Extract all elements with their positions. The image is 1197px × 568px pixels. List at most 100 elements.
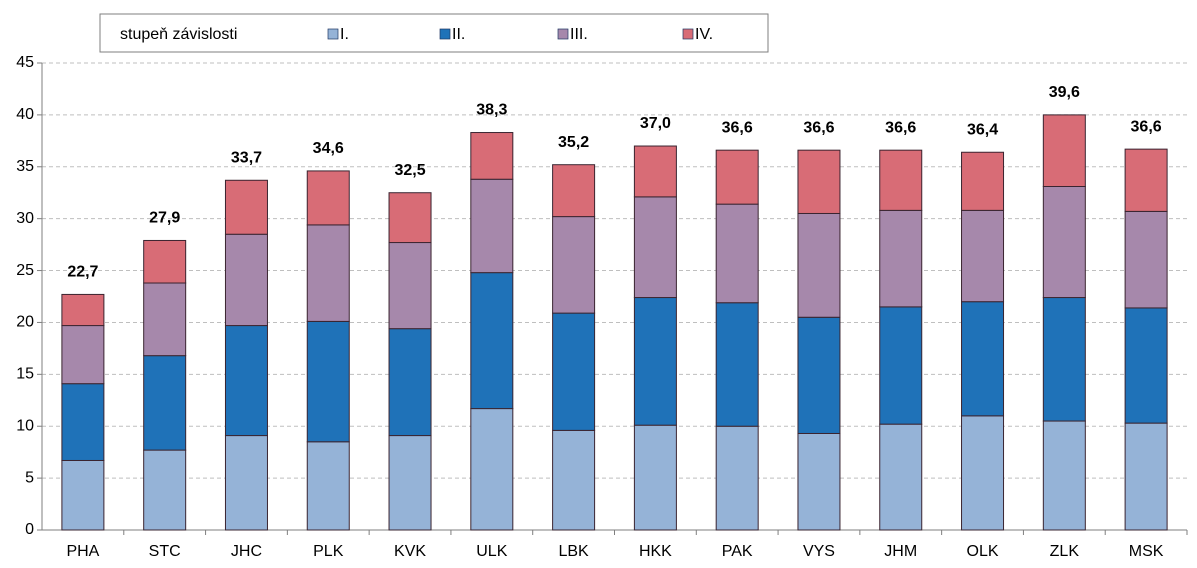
bar-segment [306,441,350,531]
bar-segment [879,149,923,211]
x-tick-label: ULK [476,543,507,560]
legend-label: IV. [695,26,713,43]
bar-segment [715,203,759,304]
x-tick-label: MSK [1129,543,1164,560]
bar-segment [224,435,268,531]
y-tick-label: 5 [25,469,34,486]
x-tick-label: STC [149,543,181,560]
y-tick-label: 25 [16,262,34,279]
bar-segment [143,282,187,357]
total-label: 36,6 [885,119,916,136]
bar-segment [1124,148,1168,212]
x-tick-label: PAK [722,543,753,560]
bar-segment [552,429,596,531]
bar-segment [797,432,841,531]
total-label: 22,7 [67,264,98,281]
total-label: 36,6 [803,119,834,136]
x-tick-label: KVK [394,543,426,560]
y-tick-label: 35 [16,158,34,175]
legend-swatch [439,28,451,40]
total-label: 32,5 [394,162,425,179]
x-tick-label: PHA [66,543,99,560]
bar-segment [388,435,432,531]
x-tick-label: VYS [803,543,835,560]
y-tick-label: 20 [16,314,34,331]
bar-segment [61,383,105,461]
x-tick-label: JHC [231,543,262,560]
bar-segment [879,306,923,425]
bar-segment [61,459,105,531]
bar-segment [879,209,923,308]
total-label: 33,7 [231,149,262,166]
bar-segment [224,325,268,437]
x-tick-label: JHM [884,543,917,560]
bar-segment [1124,422,1168,531]
bar-segment [715,302,759,427]
y-tick-label: 0 [25,521,34,538]
bar-segment [470,272,514,410]
total-label: 27,9 [149,210,180,227]
bar-segment [961,209,1005,303]
bar-segment [306,224,350,322]
bar-segment [797,149,841,214]
bar-segment [1042,420,1086,531]
bar-segment [1042,297,1086,422]
bar-segment [61,293,105,327]
bar-segment [961,301,1005,417]
legend-label: I. [340,26,349,43]
bar-segment [715,149,759,205]
total-label: 38,3 [476,102,507,119]
bar-segment [306,170,350,226]
total-label: 37,0 [640,115,671,132]
bar-segment [715,425,759,531]
bar-segment [388,192,432,244]
y-tick-label: 30 [16,210,34,227]
bar-segment [470,408,514,531]
total-label: 34,6 [313,140,344,157]
bar-segment [61,325,105,385]
x-tick-label: HKK [639,543,672,560]
bar-segment [633,196,677,299]
bar-segment [224,233,268,327]
bar-segment [1042,185,1086,299]
bar-segment [143,449,187,531]
legend-box [99,13,769,53]
legend-swatch [327,28,339,40]
total-label: 36,4 [967,121,998,138]
bar-segment [1124,210,1168,309]
bar-segment [143,355,187,451]
bar-segment [879,423,923,531]
bar-segment [470,178,514,274]
total-label: 39,6 [1049,84,1080,101]
bar-segment [633,145,677,198]
legend-label: II. [452,26,465,43]
total-label: 36,6 [722,119,753,136]
bar-segment [224,179,268,235]
bar-segment [633,297,677,426]
y-tick-label: 40 [16,106,34,123]
legend-label: III. [570,26,588,43]
bar-segment [633,424,677,531]
x-tick-label: OLK [967,543,999,560]
total-label: 36,6 [1131,118,1162,135]
bar-segment [1042,114,1086,187]
bar-segment [961,151,1005,211]
bar-segment [1124,307,1168,424]
legend-swatch [557,28,569,40]
bar-segment [552,216,596,314]
x-tick-label: PLK [313,543,344,560]
bar-segment [797,316,841,434]
x-tick-label: ZLK [1050,543,1080,560]
bar-segment [552,312,596,431]
bar-segment [388,328,432,437]
bar-segment [143,239,187,284]
bar-segment [388,242,432,330]
y-tick-label: 15 [16,366,34,383]
x-tick-label: LBK [558,543,589,560]
legend-title: stupeň závislosti [120,26,237,43]
bar-segment [306,320,350,443]
y-tick-label: 10 [16,417,34,434]
y-tick-label: 45 [16,54,34,71]
bar-segment [552,164,596,218]
